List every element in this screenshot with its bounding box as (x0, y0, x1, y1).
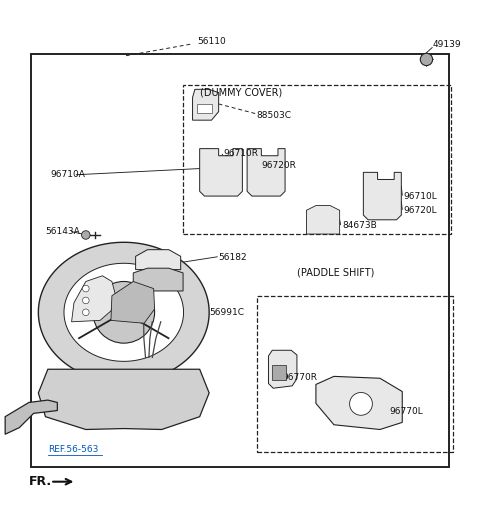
Text: 56143A: 56143A (46, 227, 80, 236)
Polygon shape (197, 103, 212, 113)
Text: FR.: FR. (29, 475, 52, 488)
Text: (PADDLE SHIFT): (PADDLE SHIFT) (297, 268, 374, 278)
Polygon shape (111, 281, 155, 323)
Bar (257, 296, 454, 452)
Polygon shape (5, 400, 57, 434)
Circle shape (83, 309, 89, 316)
Polygon shape (133, 268, 183, 291)
Text: 96710R: 96710R (223, 149, 258, 158)
Polygon shape (192, 89, 219, 120)
Text: 56991C: 56991C (209, 308, 244, 317)
Circle shape (83, 297, 89, 304)
Polygon shape (306, 206, 340, 234)
Polygon shape (38, 243, 209, 382)
Polygon shape (272, 364, 286, 380)
Text: 56110: 56110 (197, 37, 226, 46)
Polygon shape (247, 149, 285, 196)
Polygon shape (316, 376, 402, 429)
Bar (31, 54, 449, 467)
Polygon shape (136, 250, 180, 270)
Text: 56182: 56182 (219, 253, 247, 262)
Text: 88503C: 88503C (257, 111, 292, 120)
Text: REF.56-563: REF.56-563 (48, 445, 98, 455)
Polygon shape (38, 369, 209, 429)
Text: 96770L: 96770L (389, 407, 423, 416)
Text: 96720L: 96720L (404, 206, 437, 215)
Polygon shape (268, 350, 297, 388)
Text: 96710A: 96710A (50, 170, 85, 179)
Bar (183, 85, 451, 234)
Polygon shape (64, 264, 183, 361)
Text: 96720R: 96720R (261, 161, 296, 170)
Text: (DUMMY COVER): (DUMMY COVER) (200, 88, 282, 98)
Circle shape (93, 281, 155, 343)
Polygon shape (72, 276, 116, 322)
Circle shape (83, 285, 89, 292)
Circle shape (82, 230, 90, 239)
Circle shape (420, 53, 432, 66)
Polygon shape (200, 149, 242, 196)
Text: 96710L: 96710L (404, 192, 437, 201)
Polygon shape (363, 172, 401, 220)
Text: 96770R: 96770R (283, 373, 318, 382)
Circle shape (349, 393, 372, 415)
Text: 84673B: 84673B (342, 221, 377, 230)
Text: 49139: 49139 (432, 40, 461, 49)
